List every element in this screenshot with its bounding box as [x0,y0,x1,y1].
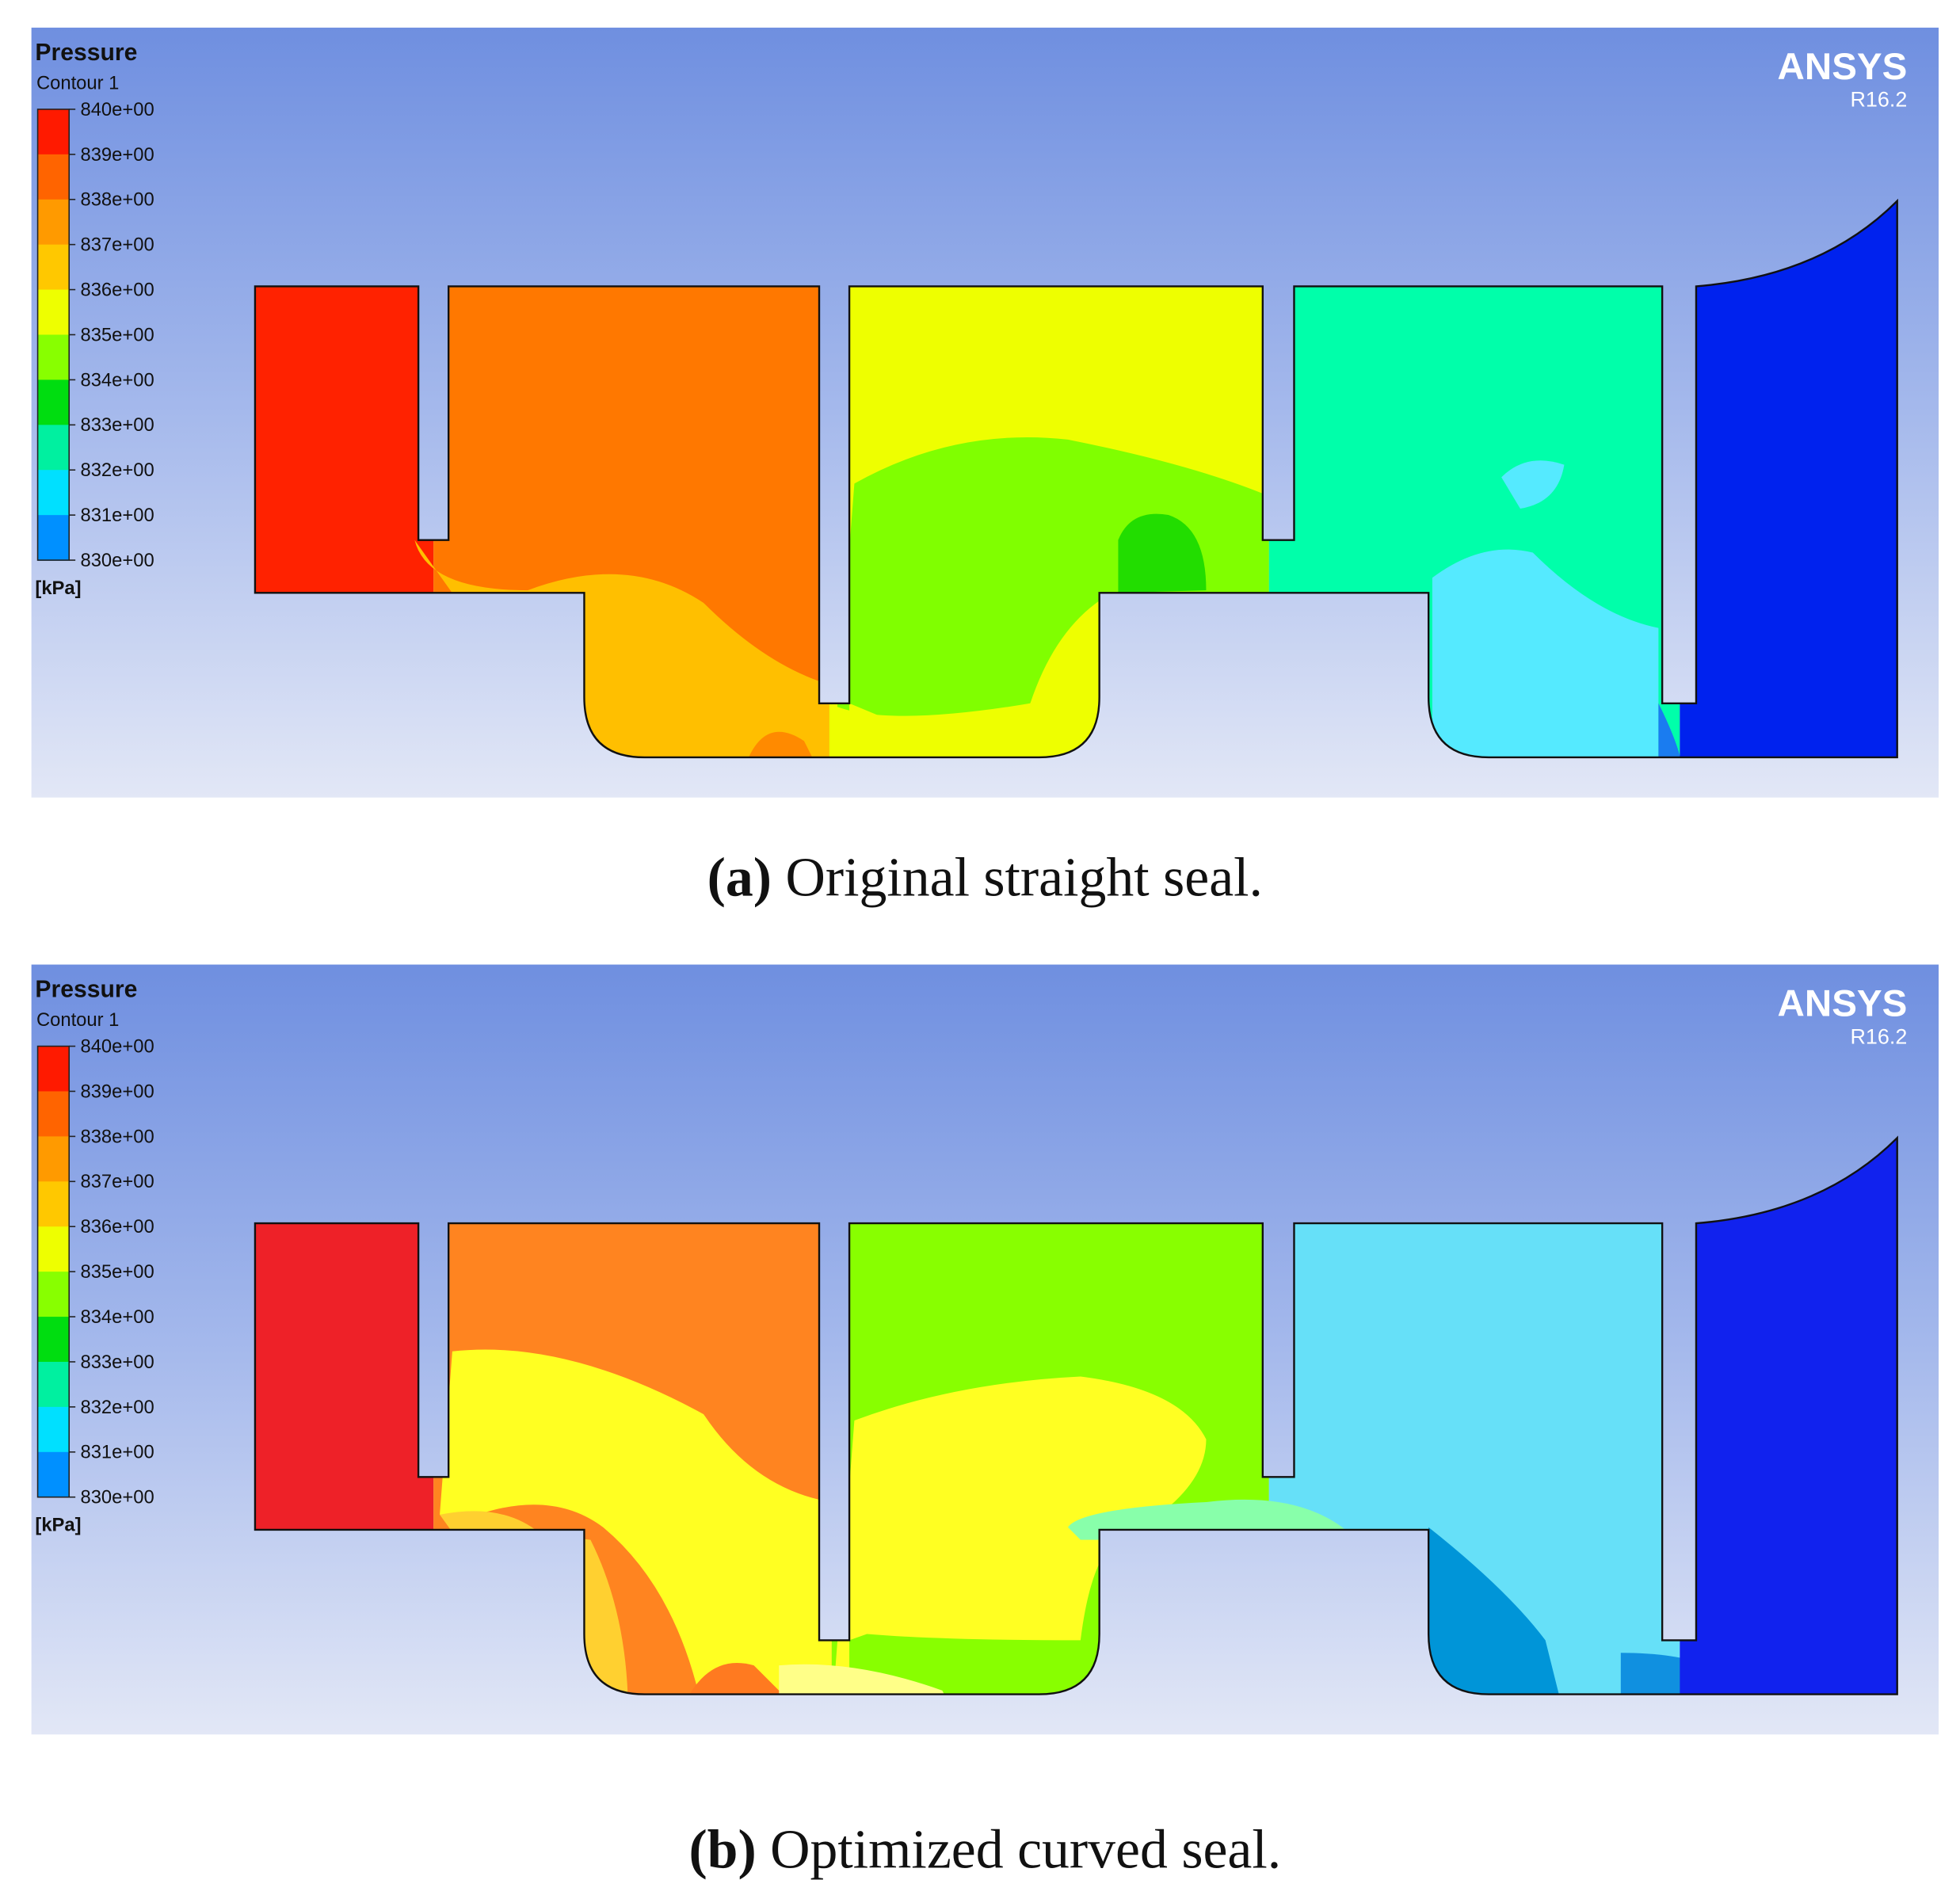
contour-region [1680,1138,1897,1695]
colorbar-tick-label: 835e+00 [80,1261,154,1283]
colorbar-segment [37,515,70,561]
colorbar-segment [37,1091,70,1138]
caption: (b) Optimized curved seal. [688,1819,1281,1880]
colorbar-tick-label: 832e+00 [80,1397,154,1418]
colorbar-tick-label: 836e+00 [80,280,154,301]
colorbar-tick-label: 839e+00 [80,1081,154,1102]
legend-subtitle: Contour 1 [36,73,119,94]
colorbar-segment [37,1181,70,1228]
colorbar-tick-label: 840e+00 [80,99,154,120]
colorbar-tick-label: 837e+00 [80,235,154,256]
panel: Pressure Contour 1 840e+00 839e+00 838e+00 83… [31,27,1939,798]
contour-region [747,731,817,757]
colorbar-tick-label: 838e+00 [80,189,154,211]
colorbar-segment [37,289,70,336]
contour-region [829,639,1100,757]
contour-region [1432,549,1659,757]
domain-outline [254,198,1898,759]
colorbar-segment [37,1226,70,1272]
colorbar-segment [37,334,70,381]
colorbar-segment [37,1046,70,1092]
caption: (a) Original straight seal. [707,847,1263,908]
colorbar-tick-label: 830e+00 [80,1487,154,1508]
legend-title: Pressure [35,977,137,1003]
colorbar-segment [37,1272,70,1317]
colorbar-segment [37,154,70,200]
colorbar-tick-label: 834e+00 [80,1306,154,1328]
contour-region [1118,513,1207,593]
colorbar-tick-label: 835e+00 [80,324,154,345]
contour-region [440,1349,832,1695]
colorbar-segment [37,1406,70,1453]
colorbar-segment [37,470,70,516]
caption-label: (a) [707,847,772,908]
colorbar-tick-label: 830e+00 [80,550,154,571]
contour-region [831,1376,1207,1695]
colorbar-segment [37,1317,70,1363]
brand: ANSYS [1778,983,1908,1025]
colorbar-segment [37,1361,70,1408]
colorbar-tick-label: 831e+00 [80,1442,154,1463]
colorbar-segment [37,199,70,246]
caption-gap [757,1819,770,1880]
colorbar-tick-label: 836e+00 [80,1216,154,1237]
panel: Pressure Contour 1 840e+00 839e+00 838e+00 83… [31,964,1939,1735]
colorbar-tick-label: 833e+00 [80,1352,154,1373]
brand: ANSYS [1778,46,1908,88]
contour-region [684,1662,792,1695]
contour-region [1680,200,1897,757]
version: R16.2 [1850,88,1907,112]
caption-gap [772,847,785,908]
colorbar-segment [37,1451,70,1498]
contour-region [1428,1527,1565,1695]
colorbar-tick-label: 838e+00 [80,1126,154,1147]
version: R16.2 [1850,1024,1907,1048]
legend-unit: [kPa] [35,1515,81,1536]
colorbar-segment [37,379,70,426]
colorbar-tick-label: 832e+00 [80,459,154,481]
contour-region [1501,460,1565,509]
colorbar-segment [37,109,70,155]
colorbar-tick-label: 831e+00 [80,505,154,526]
legend-unit: [kPa] [35,578,81,599]
colorbar-tick-label: 840e+00 [80,1035,154,1057]
contour-field [254,1138,1897,1695]
colorbar-segment [37,425,70,471]
colorbar-segment [37,244,70,291]
legend-title: Pressure [35,40,137,66]
domain-outline [254,1135,1898,1695]
legend-subtitle: Contour 1 [36,1009,119,1031]
colorbar-tick-label: 834e+00 [80,369,154,391]
colorbar-tick-label: 833e+00 [80,414,154,436]
colorbar-tick-label: 837e+00 [80,1171,154,1192]
contour-region [779,1664,955,1695]
colorbar-segment [37,1136,70,1183]
colorbar-tick-label: 839e+00 [80,144,154,166]
caption-text: Original straight seal. [785,847,1263,908]
caption-label: (b) [688,1819,756,1880]
caption-text: Optimized curved seal. [770,1819,1281,1880]
contour-region [1658,703,1684,757]
